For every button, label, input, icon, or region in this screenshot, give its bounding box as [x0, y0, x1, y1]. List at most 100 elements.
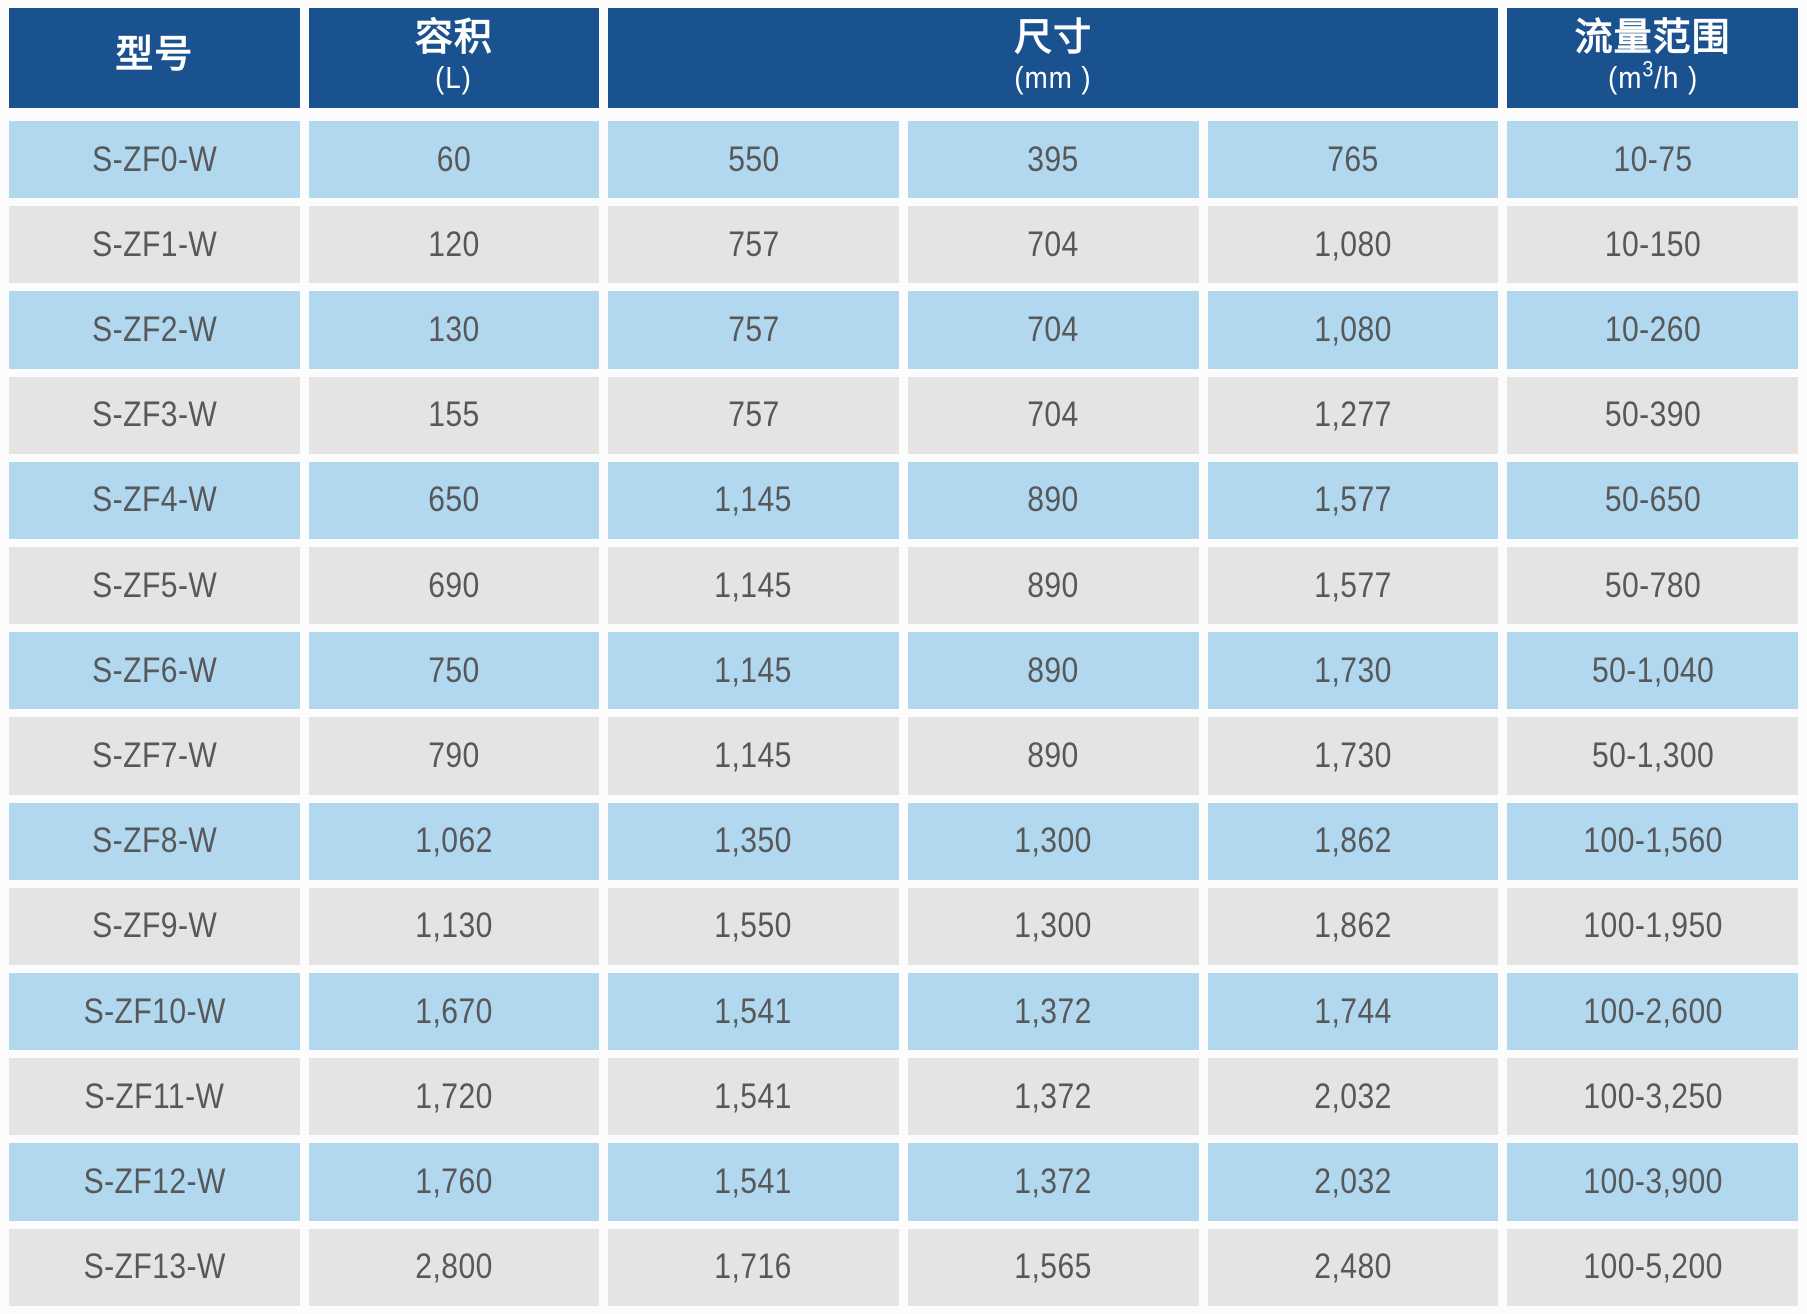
- flow-range-cell: 100-3,250: [1507, 1058, 1798, 1136]
- model-cell: S-ZF9-W: [9, 887, 300, 966]
- header-size-unit: (mm ): [1014, 59, 1092, 95]
- table-row: S-ZF3-W 155 757 704 1,277 50-390: [9, 376, 1798, 454]
- dimension-2-cell: 1,565: [907, 1228, 1199, 1306]
- dimension-1-cell: 1,145: [608, 461, 899, 540]
- header-flow: 流量范围 (m3/h ): [1507, 8, 1798, 113]
- dimension-1-cell: 1,145: [608, 717, 899, 795]
- flow-range-cell: 10-75: [1507, 121, 1798, 199]
- dimension-1-cell: 550: [608, 121, 899, 199]
- header-size: 尺寸 (mm ): [608, 8, 1499, 113]
- dimension-3-cell: 1,277: [1207, 376, 1499, 454]
- dimension-3-cell: 1,862: [1207, 887, 1499, 966]
- table-row: S-ZF13-W 2,800 1,716 1,565 2,480 100-5,2…: [9, 1228, 1798, 1306]
- model-cell: S-ZF1-W: [9, 206, 300, 284]
- table-row: S-ZF1-W 120 757 704 1,080 10-150: [9, 206, 1798, 284]
- dimension-3-cell: 2,032: [1207, 1058, 1499, 1136]
- volume-cell: 1,670: [308, 973, 600, 1051]
- dimension-1-cell: 1,145: [608, 632, 899, 710]
- table-row: S-ZF11-W 1,720 1,541 1,372 2,032 100-3,2…: [9, 1058, 1798, 1136]
- volume-cell: 1,760: [308, 1143, 600, 1221]
- volume-cell: 1,720: [308, 1058, 600, 1136]
- flow-range-cell: 50-390: [1507, 376, 1798, 454]
- dimension-3-cell: 1,080: [1207, 291, 1499, 369]
- dimension-2-cell: 890: [907, 547, 1199, 625]
- table-row: S-ZF9-W 1,130 1,550 1,300 1,862 100-1,95…: [9, 887, 1798, 966]
- dimension-3-cell: 1,730: [1207, 632, 1499, 710]
- dimension-1-cell: 757: [608, 206, 899, 284]
- dimension-3-cell: 1,080: [1207, 206, 1499, 284]
- flow-range-cell: 50-650: [1507, 461, 1798, 540]
- superscript-3: 3: [1641, 56, 1654, 82]
- table-row: S-ZF5-W 690 1,145 890 1,577 50-780: [9, 547, 1798, 625]
- dimension-2-cell: 1,372: [907, 1143, 1199, 1221]
- model-cell: S-ZF2-W: [9, 291, 300, 369]
- dimension-1-cell: 1,145: [608, 547, 899, 625]
- dimension-1-cell: 1,541: [608, 1058, 899, 1136]
- model-cell: S-ZF3-W: [9, 376, 300, 454]
- dimension-1-cell: 757: [608, 376, 899, 454]
- volume-cell: 1,130: [308, 887, 600, 966]
- flow-range-cell: 10-260: [1507, 291, 1798, 369]
- dimension-2-cell: 704: [907, 376, 1199, 454]
- dimension-3-cell: 1,577: [1207, 461, 1499, 540]
- volume-cell: 1,062: [308, 802, 600, 880]
- header-flow-unit: (m3/h ): [1607, 56, 1698, 95]
- table-row: S-ZF4-W 650 1,145 890 1,577 50-650: [9, 461, 1798, 540]
- flow-range-cell: 100-2,600: [1507, 973, 1798, 1051]
- model-cell: S-ZF12-W: [9, 1143, 300, 1221]
- table-row: S-ZF10-W 1,670 1,541 1,372 1,744 100-2,6…: [9, 973, 1798, 1051]
- header-model: 型号: [9, 8, 300, 113]
- volume-cell: 750: [308, 632, 600, 710]
- dimension-1-cell: 1,716: [608, 1228, 899, 1306]
- dimension-3-cell: 765: [1207, 121, 1499, 199]
- header-size-label: 尺寸: [1014, 17, 1093, 60]
- dimension-2-cell: 704: [907, 291, 1199, 369]
- dimension-3-cell: 2,032: [1207, 1143, 1499, 1221]
- dimension-2-cell: 1,300: [907, 802, 1199, 880]
- volume-cell: 790: [308, 717, 600, 795]
- model-cell: S-ZF0-W: [9, 121, 300, 199]
- table-row: S-ZF6-W 750 1,145 890 1,730 50-1,040: [9, 632, 1798, 710]
- model-cell: S-ZF7-W: [9, 717, 300, 795]
- model-cell: S-ZF10-W: [9, 973, 300, 1051]
- volume-cell: 2,800: [308, 1228, 600, 1306]
- table-row: S-ZF12-W 1,760 1,541 1,372 2,032 100-3,9…: [9, 1143, 1798, 1221]
- dimension-2-cell: 395: [907, 121, 1199, 199]
- volume-cell: 130: [308, 291, 600, 369]
- dimension-3-cell: 1,730: [1207, 717, 1499, 795]
- volume-cell: 650: [308, 461, 600, 540]
- model-cell: S-ZF8-W: [9, 802, 300, 880]
- dimension-3-cell: 2,480: [1207, 1228, 1499, 1306]
- dimension-2-cell: 1,300: [907, 887, 1199, 966]
- volume-cell: 120: [308, 206, 600, 284]
- table-row: S-ZF7-W 790 1,145 890 1,730 50-1,300: [9, 717, 1798, 795]
- dimension-1-cell: 1,550: [608, 887, 899, 966]
- dimension-2-cell: 890: [907, 717, 1199, 795]
- flow-range-cell: 100-1,560: [1507, 802, 1798, 880]
- model-cell: S-ZF11-W: [9, 1058, 300, 1136]
- header-model-label: 型号: [115, 34, 194, 77]
- dimension-2-cell: 890: [907, 461, 1199, 540]
- dimension-2-cell: 890: [907, 632, 1199, 710]
- dimension-2-cell: 1,372: [907, 973, 1199, 1051]
- dimension-3-cell: 1,744: [1207, 973, 1499, 1051]
- volume-cell: 60: [308, 121, 600, 199]
- table-row: S-ZF0-W 60 550 395 765 10-75: [9, 121, 1798, 199]
- flow-range-cell: 10-150: [1507, 206, 1798, 284]
- header-flow-label: 流量范围: [1574, 17, 1731, 60]
- dimension-3-cell: 1,862: [1207, 802, 1499, 880]
- model-cell: S-ZF13-W: [9, 1228, 300, 1306]
- table-row: S-ZF2-W 130 757 704 1,080 10-260: [9, 291, 1798, 369]
- header-volume-unit: (L): [435, 59, 473, 95]
- dimension-3-cell: 1,577: [1207, 547, 1499, 625]
- dimension-2-cell: 1,372: [907, 1058, 1199, 1136]
- dimension-1-cell: 1,350: [608, 802, 899, 880]
- dimension-1-cell: 1,541: [608, 1143, 899, 1221]
- table-row: S-ZF8-W 1,062 1,350 1,300 1,862 100-1,56…: [9, 802, 1798, 880]
- flow-range-cell: 50-1,040: [1507, 632, 1798, 710]
- volume-cell: 690: [308, 547, 600, 625]
- header-row: 型号 容积 (L) 尺寸 (mm ) 流量范围 (m3/h ): [9, 8, 1798, 113]
- header-volume-label: 容积: [414, 17, 493, 60]
